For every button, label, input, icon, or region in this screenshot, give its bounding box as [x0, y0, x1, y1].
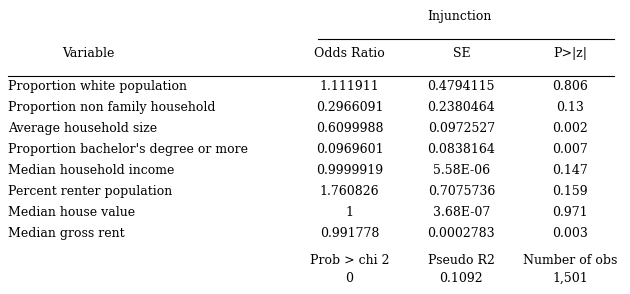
Text: 0.806: 0.806 — [552, 80, 588, 93]
Text: 0.0002783: 0.0002783 — [428, 227, 495, 240]
Text: 0.6099988: 0.6099988 — [316, 122, 383, 135]
Text: Proportion bachelor's degree or more: Proportion bachelor's degree or more — [8, 143, 248, 156]
Text: 0.147: 0.147 — [553, 164, 588, 177]
Text: Pseudo R2: Pseudo R2 — [428, 254, 495, 267]
Text: 0.0838164: 0.0838164 — [427, 143, 495, 156]
Text: Number of obs: Number of obs — [523, 254, 617, 267]
Text: 0.2380464: 0.2380464 — [427, 101, 495, 114]
Text: Variable: Variable — [62, 46, 115, 59]
Text: Injunction: Injunction — [428, 10, 492, 23]
Text: Proportion white population: Proportion white population — [8, 80, 186, 93]
Text: 1.111911: 1.111911 — [319, 80, 379, 93]
Text: 0.13: 0.13 — [556, 101, 584, 114]
Text: 1,501: 1,501 — [553, 272, 588, 285]
Text: Median house value: Median house value — [8, 206, 135, 219]
Text: 0.9999919: 0.9999919 — [316, 164, 383, 177]
Text: Odds Ratio: Odds Ratio — [314, 46, 385, 59]
Text: 0.159: 0.159 — [553, 185, 588, 198]
Text: SE: SE — [452, 46, 470, 59]
Text: Percent renter population: Percent renter population — [8, 185, 172, 198]
Text: P>|z|: P>|z| — [553, 46, 587, 59]
Text: 3.68E-07: 3.68E-07 — [433, 206, 490, 219]
Text: Median gross rent: Median gross rent — [8, 227, 124, 240]
Text: 0.2966091: 0.2966091 — [316, 101, 383, 114]
Text: 0.002: 0.002 — [553, 122, 588, 135]
Text: 0.991778: 0.991778 — [320, 227, 379, 240]
Text: Average household size: Average household size — [8, 122, 157, 135]
Text: 1.760826: 1.760826 — [319, 185, 379, 198]
Text: 0.0972527: 0.0972527 — [428, 122, 495, 135]
Text: 0.971: 0.971 — [553, 206, 588, 219]
Text: 0.007: 0.007 — [553, 143, 588, 156]
Text: 0.1092: 0.1092 — [440, 272, 483, 285]
Text: 5.58E-06: 5.58E-06 — [433, 164, 490, 177]
Text: 0: 0 — [345, 272, 353, 285]
Text: Median household income: Median household income — [8, 164, 174, 177]
Text: 0.7075736: 0.7075736 — [428, 185, 495, 198]
Text: 0.0969601: 0.0969601 — [316, 143, 383, 156]
Text: Proportion non family household: Proportion non family household — [8, 101, 215, 114]
Text: Prob > chi 2: Prob > chi 2 — [310, 254, 389, 267]
Text: 0.003: 0.003 — [552, 227, 588, 240]
Text: 0.4794115: 0.4794115 — [428, 80, 495, 93]
Text: 1: 1 — [345, 206, 353, 219]
